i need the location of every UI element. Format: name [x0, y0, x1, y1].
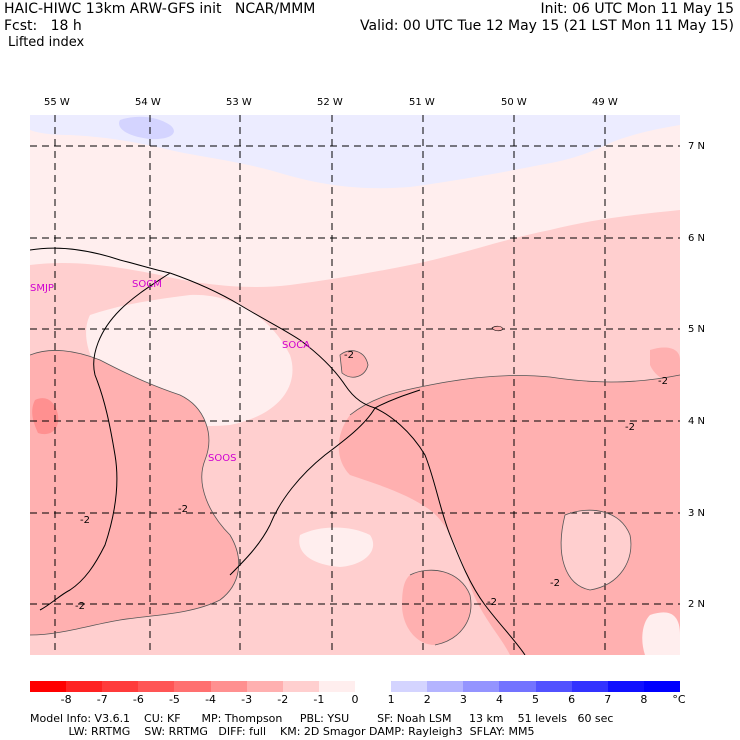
lon-label-52w: 52 W [317, 97, 343, 108]
header-title: HAIC-HIWC 13km ARW-GFS init NCAR/MMM [4, 1, 316, 17]
station-soca: SOCA [282, 340, 311, 351]
colorbar-segment [210, 681, 247, 692]
colorbar-tick-label: -3 [241, 693, 253, 706]
colorbar-segment [354, 681, 392, 692]
colorbar-segment [66, 681, 103, 692]
colorbar-segment [643, 681, 680, 692]
colorbar-segment [318, 681, 355, 692]
colorbar-segment [571, 681, 608, 692]
region-li-minus3-west [30, 350, 239, 635]
station-smjp: SMJP [30, 283, 54, 294]
colorbar-tick-label: 1 [387, 693, 395, 706]
model-info-line2: LW: RRTMG SW: RRTMG DIFF: full KM: 2D Sm… [30, 725, 535, 738]
coastline [30, 247, 421, 409]
contour-minus2-east [349, 374, 680, 416]
lon-label-49w: 49 W [592, 97, 618, 108]
lat-lon-grid [30, 115, 680, 655]
header-valid-time: Valid: 00 UTC Tue 12 May 15 (21 LST Mon … [360, 18, 734, 34]
region-li-plus1-north [30, 115, 680, 189]
colorbar-tick-label: 8 [640, 693, 648, 706]
colorbar-unit: °C [672, 693, 686, 706]
colorbar-tick-label: -7 [96, 693, 108, 706]
contour-label-1: -2 [344, 350, 354, 361]
lat-label-3n: 3 N [688, 508, 706, 519]
region-li-minus3-southcentral [402, 570, 471, 645]
contour-label-7: -2 [487, 597, 497, 608]
colorbar-segment [174, 681, 211, 692]
contour-label-3: -2 [625, 422, 635, 433]
colorbar-segment [391, 681, 428, 692]
contour-label-5: -2 [178, 504, 188, 515]
map-canvas [30, 115, 680, 655]
field-label: Lifted index [8, 35, 85, 50]
colorbar-tick-label: -8 [60, 693, 72, 706]
header-forecast-hour: Fcst: 18 h [4, 18, 82, 34]
contour-label-8: -2 [75, 601, 85, 612]
lon-label-51w: 51 W [409, 97, 435, 108]
colorbar-segment [30, 681, 67, 692]
region-li-minus3-coast-patch [340, 350, 368, 378]
contour-minus2-south [409, 569, 472, 646]
region-li-minus1-se-corner [642, 612, 680, 655]
colorbar-tick-label: 0 [351, 693, 359, 706]
colorbar-segment [282, 681, 319, 692]
model-info-line1: Model Info: V3.6.1 CU: KF MP: Thompson P… [30, 712, 614, 725]
small-feature-marker [491, 325, 504, 332]
border-guyane-brazil [229, 407, 376, 576]
lon-label-53w: 53 W [226, 97, 252, 108]
colorbar-segment [499, 681, 536, 692]
colorbar-tick-label: 3 [459, 693, 467, 706]
contour-label-4: -2 [80, 515, 90, 526]
contour-minus2-east-loop [560, 509, 632, 591]
region-li-plus2-patch [119, 116, 174, 140]
lat-label-4n: 4 N [688, 416, 706, 427]
colorbar-tick-label: 5 [532, 693, 540, 706]
lat-label-6n: 6 N [688, 233, 706, 244]
colorbar-segment [463, 681, 500, 692]
colorbar-tick-label: -6 [132, 693, 144, 706]
border-amapa [374, 407, 526, 655]
colorbar-segment [427, 681, 464, 692]
colorbar-segment [535, 681, 572, 692]
colorbar-tick-label: 2 [423, 693, 431, 706]
contour-label-6: -2 [550, 578, 560, 589]
lat-label-5n: 5 N [688, 324, 706, 335]
colorbar-segment [138, 681, 175, 692]
lon-label-55w: 55 W [44, 97, 70, 108]
colorbar-tick-label: 7 [604, 693, 612, 706]
region-li-minus4-patch [32, 398, 59, 435]
lon-label-50w: 50 W [501, 97, 527, 108]
political-boundaries [30, 247, 526, 655]
header-init-time: Init: 06 UTC Mon 11 May 15 [540, 1, 734, 17]
contour-lines [30, 350, 680, 646]
colorbar-segment [102, 681, 139, 692]
region-li-minus2-east-patch [561, 510, 631, 590]
colorbar-tick-label: -1 [313, 693, 325, 706]
lifted-index-map [30, 115, 680, 655]
colorbar-segment [246, 681, 283, 692]
contour-label-2: -2 [658, 376, 668, 387]
station-soos: SOOS [208, 453, 237, 464]
contour-minus2-west [30, 350, 239, 636]
contour-minus2-coast-loop [339, 350, 369, 378]
colorbar [30, 681, 680, 692]
colorbar-tick-label: -4 [205, 693, 217, 706]
lat-label-2n: 2 N [688, 599, 706, 610]
colorbar-tick-label: -2 [277, 693, 289, 706]
colorbar-tick-label: 6 [568, 693, 576, 706]
station-socm: SOCM [132, 279, 162, 290]
colorbar-tick-label: -5 [168, 693, 180, 706]
region-li-minus1-south [299, 527, 374, 567]
colorbar-tick-label: 4 [495, 693, 503, 706]
colorbar-segment [607, 681, 644, 692]
region-li-minus3-east-edge [650, 347, 680, 385]
border-suriname-guyane [39, 272, 171, 611]
lat-label-7n: 7 N [688, 141, 706, 152]
lon-label-54w: 54 W [135, 97, 161, 108]
